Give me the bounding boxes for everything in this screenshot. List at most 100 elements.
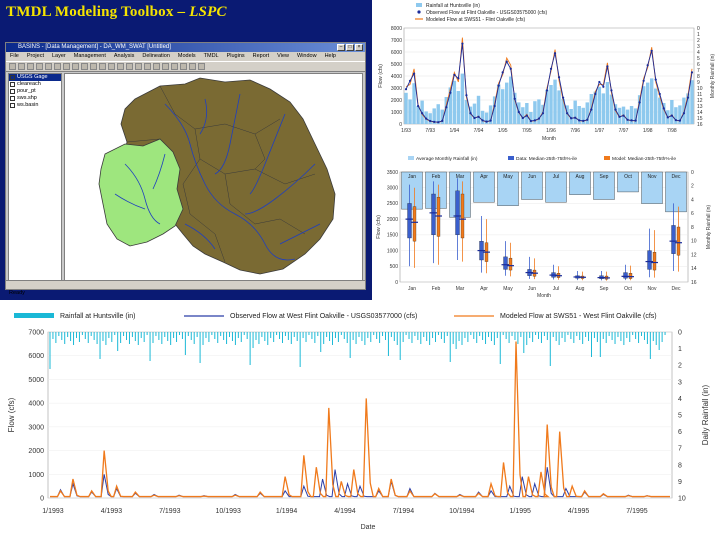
y-tick-label: 8000 (391, 26, 402, 32)
gis-titlebar[interactable]: BASINS - [Data Management] - DA_WM_SWAT … (6, 43, 365, 52)
layer-checkbox[interactable] (10, 96, 15, 101)
layer-item[interactable]: cleareach (9, 81, 61, 88)
toolbar-button[interactable] (72, 63, 79, 70)
observed-point (557, 76, 561, 79)
x-tick-label: 1/97 (594, 128, 604, 134)
status-bar: Ready (6, 280, 365, 296)
toolbar-button[interactable] (126, 63, 133, 70)
rainfall-bar (440, 109, 444, 124)
rainfall-bar (658, 97, 662, 124)
x-tick-label: 7/93 (425, 128, 435, 134)
layer-checkbox[interactable] (10, 75, 15, 80)
y2-tick-label: 0 (678, 330, 682, 337)
toolbar-button[interactable] (36, 63, 43, 70)
x-tick-label: 7/96 (570, 128, 580, 134)
toolbar-button[interactable] (63, 63, 70, 70)
observed-point (610, 89, 613, 92)
menu-item-report[interactable]: Report (252, 53, 270, 59)
toolbar-button[interactable] (171, 63, 178, 70)
rainfall-bar (569, 171, 591, 195)
toolbar-button[interactable] (54, 63, 61, 70)
menu-item-models[interactable]: Models (177, 53, 196, 59)
data-box (623, 272, 628, 279)
observed-point (553, 52, 557, 55)
y2-tick-label: 14 (691, 266, 697, 272)
minimize-button[interactable]: – (337, 44, 345, 51)
observed-point (622, 114, 625, 117)
observed-point (690, 71, 694, 74)
rainfall-bar (464, 100, 469, 124)
layer-item[interactable]: sws.shp (9, 95, 61, 102)
rainfall-bar (690, 80, 694, 124)
layer-item[interactable]: ws.basin (9, 102, 61, 109)
menu-item-layer[interactable]: Layer (52, 53, 66, 59)
toolbar-button[interactable] (117, 63, 124, 70)
toolbar-button[interactable] (189, 63, 196, 70)
observed-point (501, 71, 504, 74)
y-tick-label: 6000 (28, 353, 44, 360)
observed-line (50, 467, 670, 498)
x-tick-label: Jun (528, 286, 536, 292)
layer-checkbox[interactable] (10, 89, 15, 94)
x-tick-label: 1/95 (498, 128, 508, 134)
x-tick-label: Apr (480, 286, 488, 292)
toolbar-button[interactable] (153, 63, 160, 70)
rainfall-bar (665, 171, 687, 213)
gis-window: BASINS - [Data Management] - DA_WM_SWAT … (5, 42, 366, 296)
maximize-button[interactable]: □ (346, 44, 354, 51)
data-box (431, 193, 436, 236)
layer-item[interactable]: USGS Gage (9, 74, 61, 81)
observed-point (582, 119, 585, 122)
menu-item-delineation[interactable]: Delineation (142, 53, 170, 59)
toolbar (6, 61, 365, 72)
toolbar-button[interactable] (198, 63, 205, 70)
observed-point (602, 85, 605, 88)
toolbar-button[interactable] (144, 63, 151, 70)
y2-tick-label: 8 (678, 462, 682, 469)
rainfall-bar (553, 79, 557, 124)
menu-item-project[interactable]: Project (26, 53, 44, 59)
layer-checkbox[interactable] (10, 82, 15, 87)
toolbar-button[interactable] (162, 63, 169, 70)
month-label-top: Jan (408, 174, 416, 180)
toolbar-button[interactable] (135, 63, 142, 70)
toolbar-button[interactable] (81, 63, 88, 70)
legend-swatch (416, 3, 422, 7)
month-label-top: Mar (456, 174, 465, 180)
menu-item-analysis[interactable]: Analysis (113, 53, 135, 59)
rainfall-bar (425, 171, 447, 209)
observed-point (574, 116, 577, 119)
menu-item-plugins[interactable]: Plugins (226, 53, 245, 59)
menu-item-help[interactable]: Help (324, 53, 336, 59)
toolbar-button[interactable] (108, 63, 115, 70)
layer-checkbox[interactable] (10, 103, 15, 108)
menu-item-tmdl[interactable]: TMDL (203, 53, 219, 59)
layer-item[interactable]: pour_pt (9, 88, 61, 95)
y2-axis-label: Monthly Rainfall (in) (710, 54, 716, 99)
toolbar-button[interactable] (9, 63, 16, 70)
y2-tick-label: 5 (678, 413, 682, 420)
map-view[interactable] (64, 73, 363, 281)
month-label-top: Jul (553, 174, 559, 180)
observed-point (606, 65, 609, 68)
menu-item-window[interactable]: Window (297, 53, 317, 59)
y-tick-label: 5000 (28, 377, 44, 384)
monthly-boxplot-chart: Average Monthly Rainfall (in) Data: Media… (376, 156, 712, 299)
toolbar-button[interactable] (99, 63, 106, 70)
menu-item-management[interactable]: Management (73, 53, 106, 59)
toolbar-button[interactable] (27, 63, 34, 70)
toolbar-button[interactable] (18, 63, 25, 70)
watershed-map[interactable] (65, 74, 362, 280)
close-button[interactable]: × (355, 44, 363, 51)
x-tick-label: 7/1993 (159, 508, 181, 515)
rainfall-bar (456, 91, 461, 124)
x-tick-label: Sep (600, 286, 609, 292)
toolbar-button[interactable] (180, 63, 187, 70)
menu-item-file[interactable]: File (10, 53, 19, 59)
observed-point (618, 115, 621, 118)
observed-point (549, 67, 553, 70)
toolbar-button[interactable] (45, 63, 52, 70)
menu-item-view[interactable]: View (277, 53, 289, 59)
legend-label: Data: Median-25th-75th%-ile (516, 156, 577, 162)
toolbar-button[interactable] (90, 63, 97, 70)
